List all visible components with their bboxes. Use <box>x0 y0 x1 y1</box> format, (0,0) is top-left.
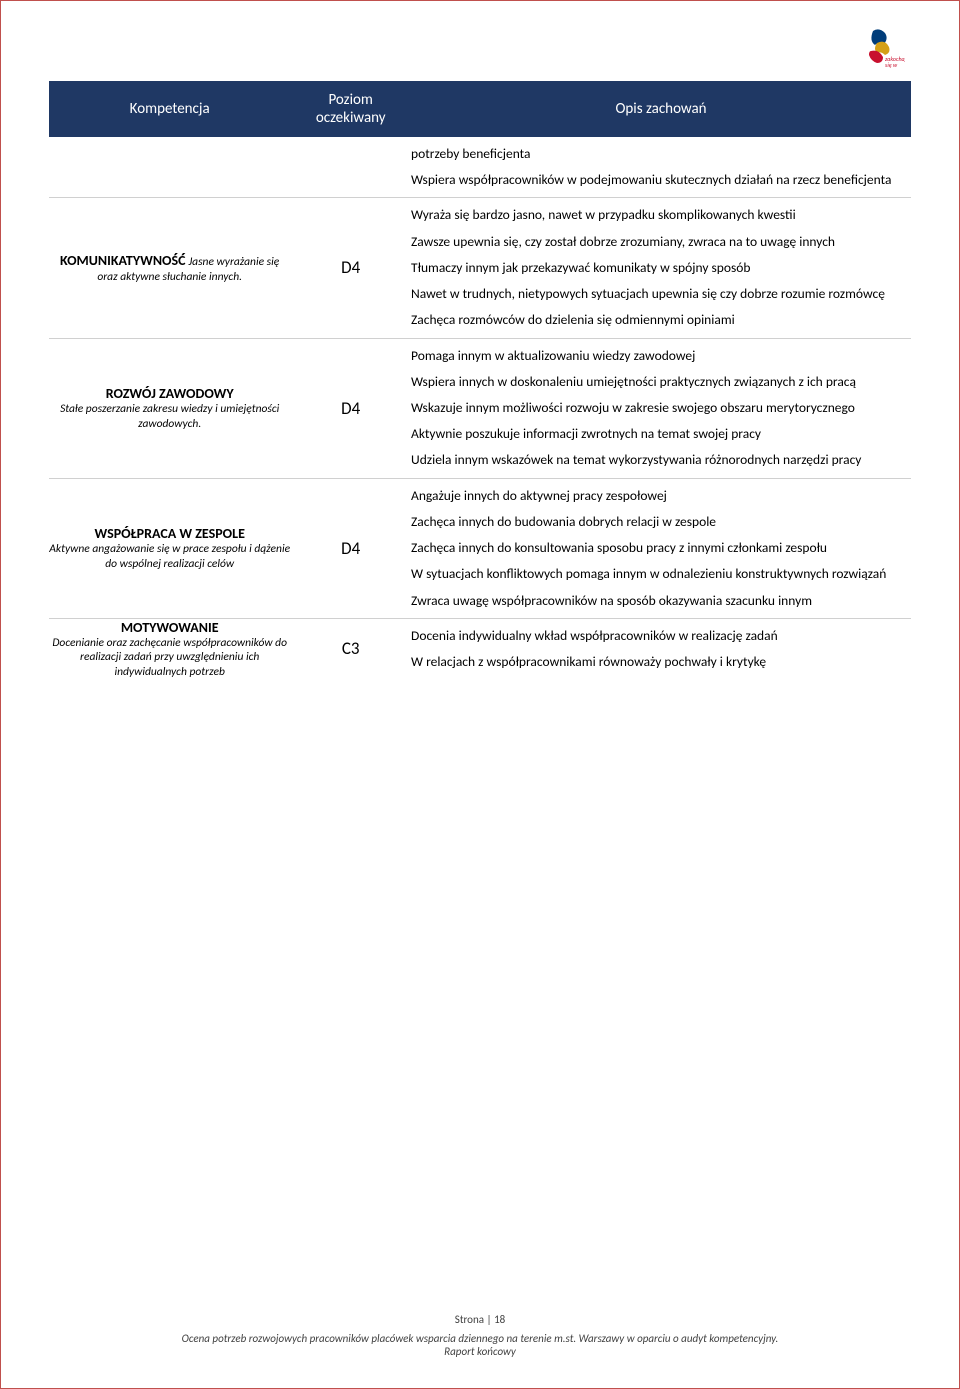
description-cell: potrzeby beneficjenta Wspiera współpraco… <box>411 137 911 198</box>
competency-cell: ROZWÓJ ZAWODOWY Stałe poszerzanie zakres… <box>49 338 290 478</box>
desc-text: Tłumaczy innym jak przekazywać komunikat… <box>411 259 911 277</box>
table-row: WSPÓŁPRACA W ZESPOLE Aktywne angażowanie… <box>49 478 911 618</box>
level-cell: D4 <box>290 198 411 338</box>
description-cell: Docenia indywidualny wkład współpracowni… <box>411 618 911 679</box>
desc-text: Aktywnie poszukuje informacji zwrotnych … <box>411 425 911 443</box>
description-cell: Pomaga innym w aktualizowaniu wiedzy zaw… <box>411 338 911 478</box>
page-container: zakochaj się w Kompetencja Poziom oczeki… <box>0 0 960 1389</box>
competency-subtitle: Docenianie oraz zachęcanie współpracowni… <box>49 636 290 679</box>
competency-cell: KOMUNIKATYWNOŚĆ Jasne wyrażanie się oraz… <box>49 198 290 338</box>
table-row: ROZWÓJ ZAWODOWY Stałe poszerzanie zakres… <box>49 338 911 478</box>
description-cell: Wyraża się bardzo jasno, nawet w przypad… <box>411 198 911 338</box>
competency-cell: WSPÓŁPRACA W ZESPOLE Aktywne angażowanie… <box>49 478 290 618</box>
header-description: Opis zachowań <box>411 81 911 137</box>
description-cell: Angażuje innych do aktywnej pracy zespoł… <box>411 478 911 618</box>
desc-text: Wyraża się bardzo jasno, nawet w przypad… <box>411 206 911 224</box>
desc-text: Zachęca rozmówców do dzielenia się odmie… <box>411 311 911 329</box>
competency-title: KOMUNIKATYWNOŚĆ <box>60 252 186 269</box>
desc-text: potrzeby beneficjenta <box>411 145 911 163</box>
competency-table: Kompetencja Poziom oczekiwany Opis zacho… <box>49 81 911 679</box>
desc-text: Wskazuje innym możliwości rozwoju w zakr… <box>411 399 911 417</box>
desc-text: Pomaga innym w aktualizowaniu wiedzy zaw… <box>411 347 911 365</box>
desc-text: Zawsze upewnia się, czy został dobrze zr… <box>411 233 911 251</box>
desc-text: W sytuacjach konfliktowych pomaga innym … <box>411 565 911 583</box>
table-header-row: Kompetencja Poziom oczekiwany Opis zacho… <box>49 81 911 137</box>
logo-icon: zakochaj się w <box>855 23 905 73</box>
level-cell <box>290 137 411 198</box>
table-row: MOTYWOWANIE Docenianie oraz zachęcanie w… <box>49 618 911 679</box>
footer-line2: Raport końcowy <box>49 1345 911 1358</box>
competency-title: WSPÓŁPRACA W ZESPOLE <box>49 525 290 542</box>
desc-text: Docenia indywidualny wkład współpracowni… <box>411 627 911 645</box>
desc-text: Wspiera innych w doskonaleniu umiejętnoś… <box>411 373 911 391</box>
table-row: potrzeby beneficjenta Wspiera współpraco… <box>49 137 911 198</box>
desc-text: W relacjach z współpracownikami równoważ… <box>411 653 911 671</box>
desc-text: Nawet w trudnych, nietypowych sytuacjach… <box>411 285 911 303</box>
page-number: Strona | 18 <box>49 1313 911 1326</box>
desc-text: Zachęca innych do konsultowania sposobu … <box>411 539 911 557</box>
competency-title: MOTYWOWANIE <box>49 619 290 636</box>
level-cell: D4 <box>290 478 411 618</box>
table-row: KOMUNIKATYWNOŚĆ Jasne wyrażanie się oraz… <box>49 198 911 338</box>
desc-text: Wspiera współpracowników w podejmowaniu … <box>411 171 911 189</box>
desc-text: Zwraca uwagę współpracowników na sposób … <box>411 592 911 610</box>
level-cell: C3 <box>290 618 411 679</box>
competency-subtitle: Aktywne angażowanie się w prace zespołu … <box>49 542 290 571</box>
competency-subtitle: Stałe poszerzanie zakresu wiedzy i umiej… <box>49 402 290 431</box>
page-footer: Strona | 18 Ocena potrzeb rozwojowych pr… <box>49 1313 911 1358</box>
footer-line1: Ocena potrzeb rozwojowych pracowników pl… <box>49 1332 911 1345</box>
desc-text: Angażuje innych do aktywnej pracy zespoł… <box>411 487 911 505</box>
competency-title: ROZWÓJ ZAWODOWY <box>49 385 290 402</box>
header-competency: Kompetencja <box>49 81 290 137</box>
level-cell: D4 <box>290 338 411 478</box>
desc-text: Zachęca innych do budowania dobrych rela… <box>411 513 911 531</box>
header-level: Poziom oczekiwany <box>290 81 411 137</box>
desc-text: Udziela innym wskazówek na temat wykorzy… <box>411 451 911 469</box>
svg-text:się w: się w <box>885 61 898 69</box>
competency-cell <box>49 137 290 198</box>
competency-cell: MOTYWOWANIE Docenianie oraz zachęcanie w… <box>49 618 290 679</box>
